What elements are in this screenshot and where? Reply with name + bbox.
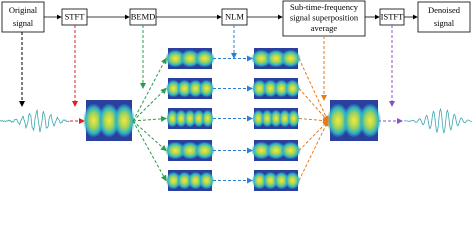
node-label: signal: [434, 18, 455, 28]
spectrogram-blob: [273, 79, 290, 98]
node-label: signal superposition: [290, 12, 359, 22]
arrow: [298, 120, 329, 151]
spectrogram-blob: [98, 103, 120, 138]
node-label: STFT: [65, 11, 86, 21]
box: [417, 1, 471, 33]
spectrogram-blob: [165, 141, 186, 160]
flow-diagram: Original signal STFT BEMD NLM Sub-time-f…: [0, 0, 472, 191]
waveform: [0, 108, 70, 133]
spectrogram-blob: [342, 103, 366, 138]
spectrogram-blob: [82, 103, 105, 138]
spectrogram-blob: [269, 109, 283, 128]
spectrogram-blob: [165, 171, 182, 190]
arrow: [132, 120, 167, 152]
box: [1, 1, 45, 33]
spectrogram-blob: [166, 109, 179, 128]
spectrogram-blob: [261, 109, 274, 128]
node-label: Sub-time-frequency: [290, 2, 359, 12]
node-label: signal: [13, 18, 34, 28]
spectrogram-blob: [262, 79, 279, 98]
spectrogram-blob: [251, 141, 272, 160]
spectrogram-blob: [194, 141, 215, 160]
spectrogram-blob: [252, 109, 265, 128]
arrow: [132, 57, 167, 122]
spectrogram-blob: [265, 49, 287, 68]
spectrogram-blob: [358, 103, 382, 138]
node-label: NLM: [225, 11, 244, 21]
spectrogram-blob: [284, 171, 301, 190]
spectrogram-blob: [262, 171, 279, 190]
spectrogram-blob: [201, 109, 214, 128]
spectrogram-blob: [175, 109, 188, 128]
spectrogram-blob: [278, 109, 291, 128]
arrow: [298, 117, 329, 124]
spectrogram-blob: [284, 79, 301, 98]
node-label: average: [311, 23, 338, 33]
spectrogram-blob: [287, 109, 300, 128]
spectrogram-blob: [183, 109, 197, 128]
spectrogram-blob: [187, 171, 204, 190]
page: {"nodes": [ {"label": ["Original", "sign…: [0, 0, 472, 191]
spectrogram-blob: [192, 109, 205, 128]
arrow: [132, 120, 167, 182]
spectrogram-blob: [273, 171, 290, 190]
waveform: [403, 107, 472, 135]
spectrogram-blob: [176, 171, 193, 190]
node-label: Original: [9, 5, 38, 15]
spectrogram-blob: [251, 49, 272, 68]
spectrogram-blob: [194, 49, 215, 68]
spectrogram-blob: [198, 79, 215, 98]
spectrogram-blob: [176, 79, 193, 98]
spectrogram-blob: [113, 103, 136, 138]
spectrogram-blob: [326, 103, 350, 138]
spectrogram-blob: [265, 141, 287, 160]
node-label: BEMD: [131, 11, 156, 21]
node-label: Denoised: [428, 5, 461, 15]
arrow: [298, 58, 329, 122]
spectrogram-blob: [179, 141, 201, 160]
spectrogram-blob: [198, 171, 215, 190]
spectrogram-blob: [165, 49, 186, 68]
arrow: [132, 87, 167, 122]
spectrogram-blob: [280, 49, 301, 68]
dashed-arrows: [19, 25, 403, 124]
spectrogram-blob: [187, 79, 204, 98]
spectrogram-blob: [280, 141, 301, 160]
spectrogram-blob: [251, 79, 268, 98]
spectrogram-blob: [165, 79, 182, 98]
arrow: [298, 120, 329, 181]
arrow: [298, 88, 329, 122]
spectrogram-blob: [251, 171, 268, 190]
node-label: ISTFT: [381, 11, 404, 21]
spectrogram-blob: [179, 49, 201, 68]
arrow: [132, 115, 167, 122]
